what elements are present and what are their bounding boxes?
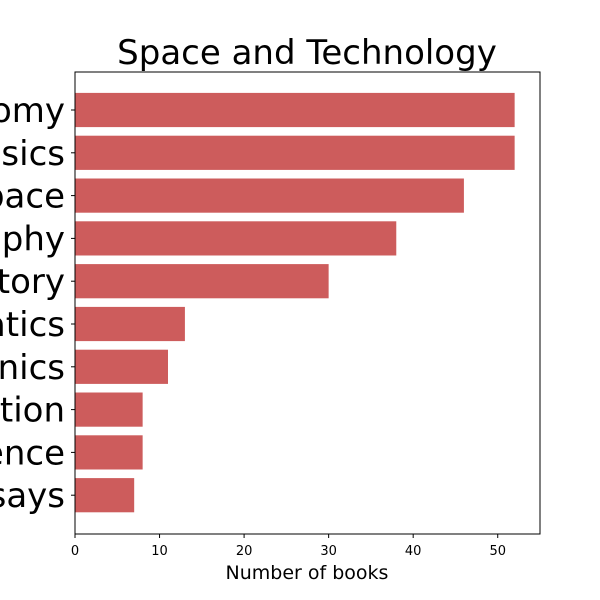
bar — [75, 349, 168, 384]
category-label: nics — [0, 348, 65, 388]
x-tick-label: 10 — [151, 544, 168, 559]
plot-area-frame — [74, 71, 541, 535]
category-label: pace — [0, 177, 65, 217]
bar — [75, 264, 329, 299]
category-label: sics — [1, 134, 65, 174]
x-tick-label: 0 — [71, 544, 79, 559]
bar — [75, 221, 397, 256]
category-label: ence — [0, 433, 65, 473]
x-tick-label: 20 — [236, 544, 253, 559]
x-axis-ticks: 0 10 20 30 40 50 — [71, 534, 506, 559]
category-label: ation — [0, 391, 65, 431]
chart-title: Space and Technology — [117, 33, 497, 73]
category-label: atics — [0, 305, 65, 345]
x-tick-label: 50 — [489, 544, 506, 559]
category-label: says — [0, 476, 65, 516]
x-axis-label: Number of books — [226, 562, 389, 584]
x-tick-label: 40 — [405, 544, 422, 559]
bar — [75, 306, 185, 342]
category-label: tory — [0, 262, 65, 302]
x-tick-label: 30 — [320, 544, 337, 559]
category-label: phy — [2, 219, 65, 259]
bar — [75, 135, 515, 170]
bars-layer — [75, 92, 515, 513]
category-labels: omysicspacephytoryaticsnicsationencesays — [0, 91, 75, 516]
bar — [75, 478, 135, 513]
bar — [75, 178, 464, 213]
category-label: omy — [0, 91, 65, 131]
bar — [75, 92, 515, 128]
bar — [75, 435, 143, 470]
bar — [75, 392, 143, 427]
